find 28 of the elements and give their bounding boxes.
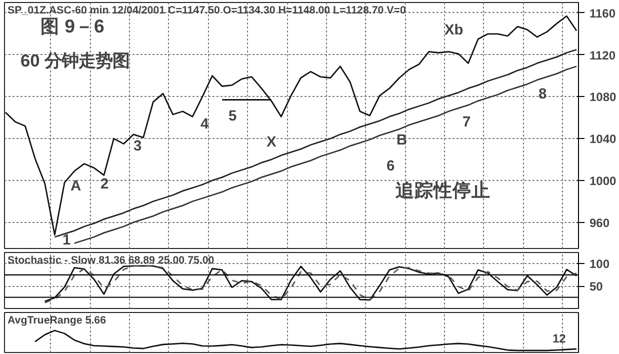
y-tick-label: 100 xyxy=(590,257,610,272)
annotation: 图 9－6 xyxy=(40,16,104,36)
annotation: 追踪性停止 xyxy=(394,180,490,200)
chart-title: SP_01Z.ASC-60 min 12/04/2001 C=1147.50 O=1134.30 H=1148.00 L=1128.70 V=0 xyxy=(8,4,406,16)
annotation: 1 xyxy=(62,232,71,248)
annotation: 8 xyxy=(538,86,547,102)
annotation: X xyxy=(266,134,276,150)
y-tick-label: 1120 xyxy=(590,48,616,62)
annotation: 6 xyxy=(386,158,395,174)
y-tick-label: 1080 xyxy=(590,90,617,104)
y-tick-label: 960 xyxy=(590,216,610,230)
y-tick-label: 1040 xyxy=(590,132,617,146)
annotation: 60 分钟走势图 xyxy=(20,50,130,70)
y-tick-label: 1160 xyxy=(590,6,616,20)
annotation: A xyxy=(70,178,82,194)
annotation: 4 xyxy=(200,116,210,132)
annotation: Xb xyxy=(444,22,464,38)
annotation: B xyxy=(396,132,408,148)
annotation: 12 xyxy=(552,332,566,346)
chart-title: AvgTrueRange 5.66 xyxy=(8,314,106,326)
annotation: 2 xyxy=(100,176,109,192)
line-series xyxy=(4,15,578,236)
annotation: 3 xyxy=(134,138,142,154)
annotation: 5 xyxy=(228,108,237,124)
chart-title: Stochastic - Slow 81.36 68.89 25.00 75.00 xyxy=(8,254,214,266)
y-tick-label: 1000 xyxy=(590,174,617,188)
annotation: 7 xyxy=(462,114,471,130)
y-tick-label: 50 xyxy=(590,280,604,294)
